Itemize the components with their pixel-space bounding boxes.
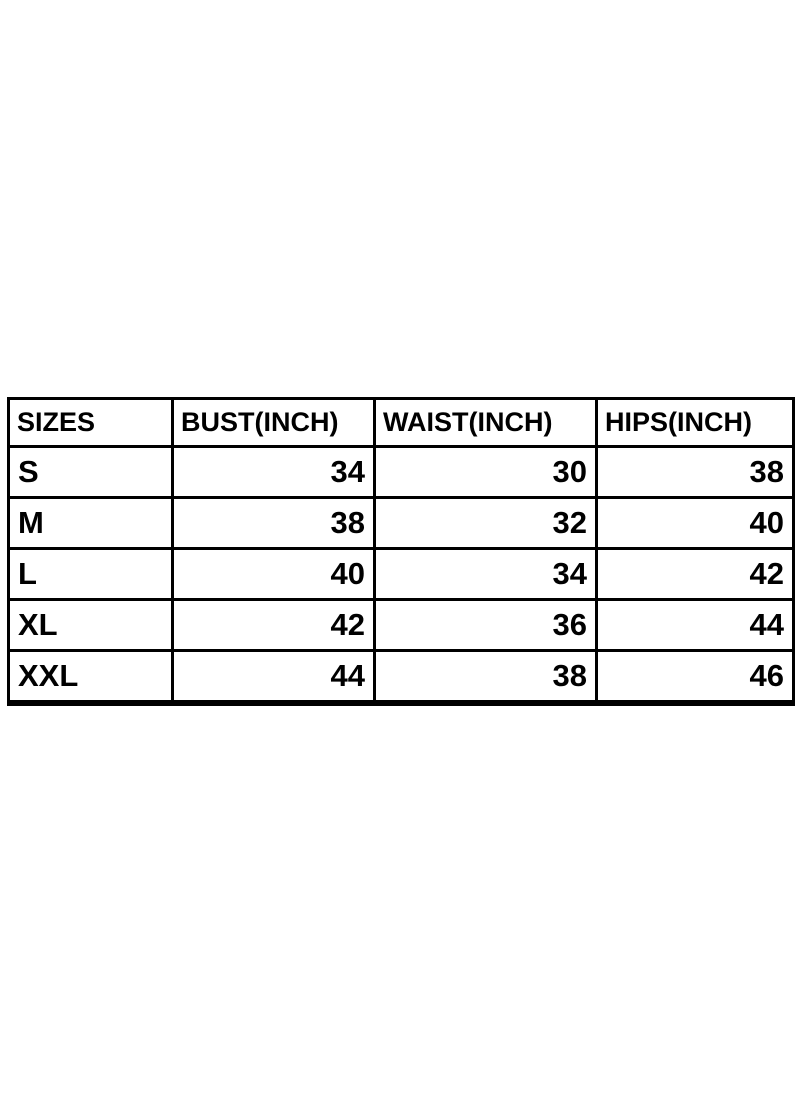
table-row: XXL 44 38 46	[7, 649, 795, 705]
measurement-cell: 34	[171, 445, 376, 499]
column-header-hips: HIPS(INCH)	[595, 397, 795, 448]
table-row: S 34 30 38	[7, 445, 795, 499]
measurement-cell: 44	[171, 649, 376, 705]
measurement-cell: 40	[171, 547, 376, 601]
table-row: M 38 32 40	[7, 496, 795, 550]
size-cell: M	[7, 496, 174, 550]
measurement-cell: 44	[595, 598, 795, 652]
size-cell: XL	[7, 598, 174, 652]
size-cell: S	[7, 445, 174, 499]
measurement-cell: 34	[373, 547, 598, 601]
header-row: SIZES BUST(INCH) WAIST(INCH) HIPS(INCH)	[7, 397, 795, 448]
measurement-cell: 42	[171, 598, 376, 652]
column-header-waist: WAIST(INCH)	[373, 397, 598, 448]
size-cell: L	[7, 547, 174, 601]
size-cell: XXL	[7, 649, 174, 705]
measurement-cell: 30	[373, 445, 598, 499]
table-body: S 34 30 38 M 38 32 40 L 40 34 42 XL 42 36 44 XXL 44 38 46	[7, 445, 795, 705]
measurement-cell: 32	[373, 496, 598, 550]
measurement-cell: 40	[595, 496, 795, 550]
table-row: XL 42 36 44	[7, 598, 795, 652]
size-chart-table: SIZES BUST(INCH) WAIST(INCH) HIPS(INCH) …	[7, 397, 795, 706]
measurement-cell: 38	[171, 496, 376, 550]
measurement-cell: 42	[595, 547, 795, 601]
column-header-bust: BUST(INCH)	[171, 397, 376, 448]
measurement-cell: 38	[373, 649, 598, 705]
measurement-cell: 36	[373, 598, 598, 652]
measurement-cell: 46	[595, 649, 795, 705]
table-row: L 40 34 42	[7, 547, 795, 601]
column-header-sizes: SIZES	[7, 397, 174, 448]
measurement-cell: 38	[595, 445, 795, 499]
